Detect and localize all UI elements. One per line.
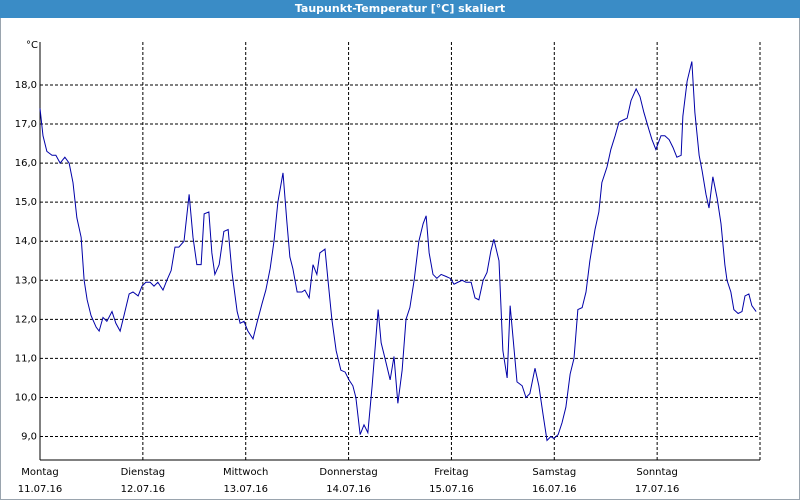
x-tick-label: Dienstag xyxy=(121,467,166,478)
x-tick-label: Samstag xyxy=(532,467,576,478)
y-tick-label: 9,0 xyxy=(21,432,37,443)
x-tick-label: Mittwoch xyxy=(223,467,268,478)
y-tick-label: 17,0 xyxy=(15,119,37,130)
x-tick-date: 11.07.16 xyxy=(18,484,63,495)
y-tick-label: 10,0 xyxy=(15,392,37,403)
x-tick-date: 17.07.16 xyxy=(635,484,680,495)
x-tick-label: Montag xyxy=(21,467,58,478)
title-bar xyxy=(0,0,800,18)
x-tick-date: 14.07.16 xyxy=(326,484,371,495)
data-line xyxy=(39,61,757,442)
y-tick-label: 12,0 xyxy=(15,314,37,325)
y-axis-label: °C xyxy=(26,40,38,51)
y-tick-label: 18,0 xyxy=(15,80,37,91)
x-tick-date: 12.07.16 xyxy=(121,484,166,495)
y-tick-label: 11,0 xyxy=(15,353,37,364)
x-tick-date: 16.07.16 xyxy=(532,484,577,495)
y-tick-label: 15,0 xyxy=(15,197,37,208)
x-tick-date: 13.07.16 xyxy=(223,484,268,495)
y-tick-label: 14,0 xyxy=(15,236,37,247)
x-tick-label: Donnerstag xyxy=(319,467,377,478)
y-tick-label: 16,0 xyxy=(15,158,37,169)
chart-title: Taupunkt-Temperatur [°C] skaliert xyxy=(295,2,505,15)
x-tick-date: 15.07.16 xyxy=(429,484,474,495)
x-tick-label: Sonntag xyxy=(636,467,678,478)
x-tick-label: Freitag xyxy=(434,467,468,478)
y-tick-label: 13,0 xyxy=(15,275,37,286)
